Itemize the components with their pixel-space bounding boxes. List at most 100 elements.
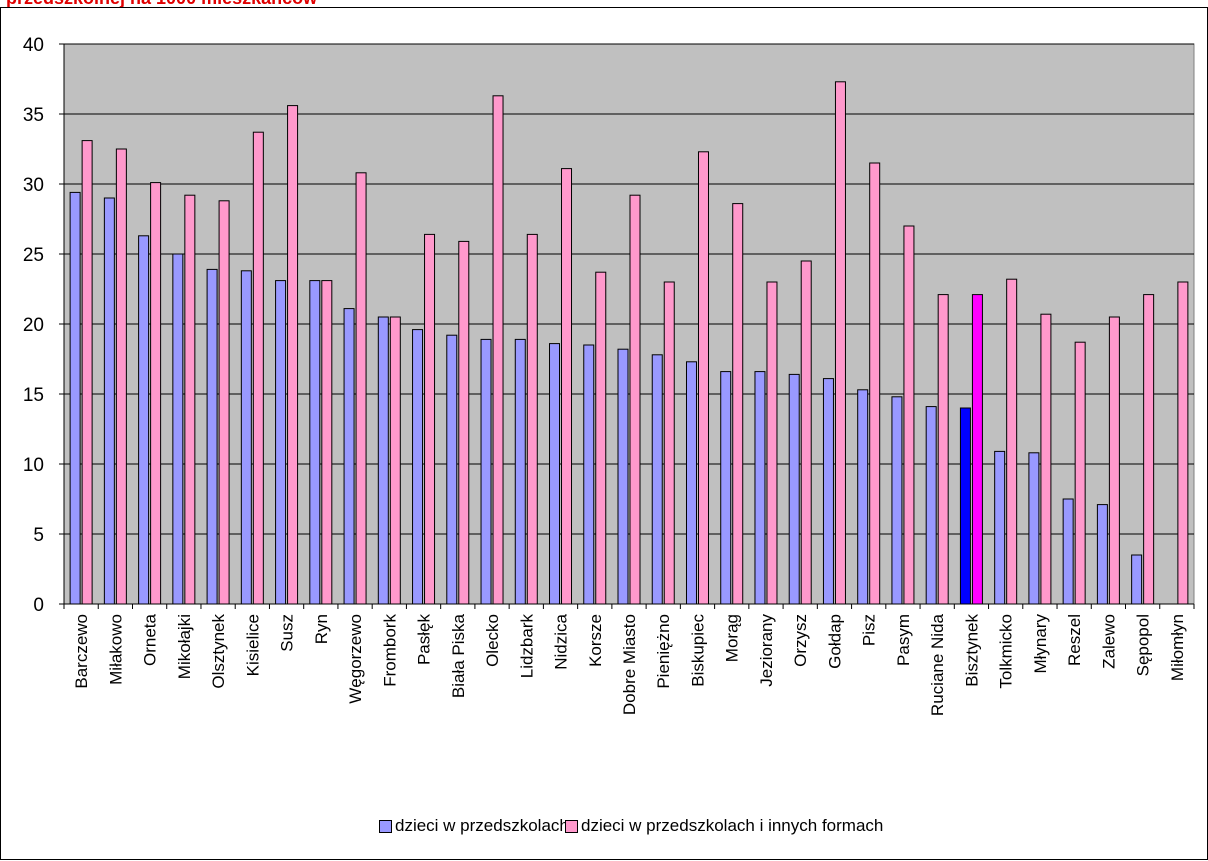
- x-tick-label: Węgorzewo: [346, 614, 365, 704]
- bar: [343, 308, 355, 605]
- y-tick-label: 10: [23, 455, 44, 476]
- x-tick-label: Pasłęk: [415, 614, 434, 666]
- y-axis: 0 5 10 15 20 25 30 35 40: [23, 35, 65, 616]
- bar: [971, 294, 983, 605]
- bar: [321, 280, 333, 605]
- x-axis: Barczewo Miłakowo Orneta Mikołajki Olsztynek…: [63, 603, 1195, 716]
- x-tick-label: Barczewo: [72, 614, 91, 689]
- bar: [937, 294, 949, 605]
- bar: [206, 268, 218, 605]
- x-tick-label: Mikołajki: [175, 614, 194, 679]
- bar: [287, 105, 299, 605]
- bar: [389, 316, 401, 605]
- legend-swatch: [565, 819, 578, 833]
- bar: [595, 271, 607, 605]
- x-tick-label: Reszel: [1065, 614, 1084, 666]
- bar: [103, 197, 115, 605]
- bar: [651, 354, 663, 605]
- bar: [834, 81, 846, 605]
- x-tick-label: Olecko: [483, 614, 502, 667]
- legend: dzieci w przedszkolach dzieci w przedszk…: [0, 816, 1208, 840]
- bar: [766, 281, 778, 605]
- bar: [115, 148, 127, 605]
- x-tick-label: Bisztynek: [962, 614, 981, 687]
- bar: [240, 270, 252, 605]
- bar: [788, 373, 800, 605]
- bar: [1040, 313, 1052, 605]
- x-tick-label: Olsztynek: [209, 614, 228, 689]
- x-tick-label: Korsze: [586, 614, 605, 667]
- legend-swatch: [379, 819, 392, 833]
- bar: [1074, 341, 1086, 605]
- bar: [663, 281, 675, 605]
- y-tick-label: 30: [23, 175, 44, 196]
- x-tick-label: Jeziorany: [757, 614, 776, 687]
- x-tick-label: Miłomłyn: [1168, 614, 1187, 681]
- x-tick-label: Frombork: [380, 614, 399, 687]
- bar: [1062, 498, 1074, 605]
- y-tick-label: 35: [23, 105, 44, 126]
- bar: [355, 172, 367, 605]
- legend-label: dzieci w przedszkolach: [395, 816, 569, 835]
- bar: [583, 344, 595, 605]
- x-tick-label: Pisz: [860, 614, 879, 646]
- bar: [526, 233, 538, 605]
- x-tick-label: Lidzbark: [517, 614, 536, 679]
- bar: [869, 162, 881, 605]
- bar: [903, 225, 915, 605]
- bar: [720, 371, 732, 605]
- bars: [69, 81, 1189, 605]
- y-tick-label: 0: [33, 595, 44, 616]
- bar: [1096, 504, 1108, 605]
- bar: [514, 338, 526, 605]
- bar: [959, 407, 971, 605]
- bar: [150, 182, 162, 605]
- bar: [184, 194, 196, 605]
- bar: [275, 280, 287, 605]
- y-tick-label: 15: [23, 385, 44, 406]
- x-tick-label: Gołdap: [825, 614, 844, 669]
- x-tick-label: Biała Piska: [449, 613, 468, 698]
- x-tick-label: Nidzica: [552, 613, 571, 669]
- y-tick-label: 25: [23, 245, 44, 266]
- bar: [1108, 316, 1120, 605]
- bar: [629, 194, 641, 605]
- x-tick-label: Pieniężno: [654, 614, 673, 689]
- x-tick-label: Susz: [278, 614, 297, 652]
- bar: [424, 233, 436, 605]
- x-tick-label: Sępopol: [1134, 614, 1153, 676]
- bar: [377, 316, 389, 605]
- x-tick-label: Miłakowo: [106, 614, 125, 685]
- bar: [925, 406, 937, 605]
- x-tick-label: Kisielice: [243, 614, 262, 676]
- bar: [412, 329, 424, 605]
- bar: [617, 348, 629, 605]
- bar: [857, 389, 869, 605]
- bar: [891, 396, 903, 605]
- x-tick-label: Morąg: [723, 614, 742, 662]
- bar: [172, 253, 184, 605]
- bar: [480, 338, 492, 605]
- bar: [561, 168, 573, 605]
- x-tick-label: Ruciane Nida: [928, 613, 947, 716]
- y-tick-label: 40: [23, 35, 44, 56]
- bar: [492, 95, 504, 605]
- y-tick-label: 20: [23, 315, 44, 336]
- bar: [309, 280, 321, 605]
- bar: [81, 140, 93, 605]
- bar: [732, 203, 744, 605]
- bar: [458, 240, 470, 605]
- bar: [685, 361, 697, 605]
- legend-label: dzieci w przedszkolach i innych formach: [581, 816, 884, 835]
- bar: [218, 200, 230, 605]
- x-tick-label: Tolkmicko: [997, 614, 1016, 689]
- x-tick-label: Orzysz: [791, 614, 810, 667]
- y-tick-label: 5: [33, 525, 44, 546]
- x-tick-label: Ryn: [312, 614, 331, 644]
- x-tick-label: Biskupiec: [688, 614, 707, 687]
- bar: [446, 334, 458, 605]
- bar: [69, 191, 81, 605]
- bar: [1131, 554, 1143, 605]
- bar: [994, 450, 1006, 605]
